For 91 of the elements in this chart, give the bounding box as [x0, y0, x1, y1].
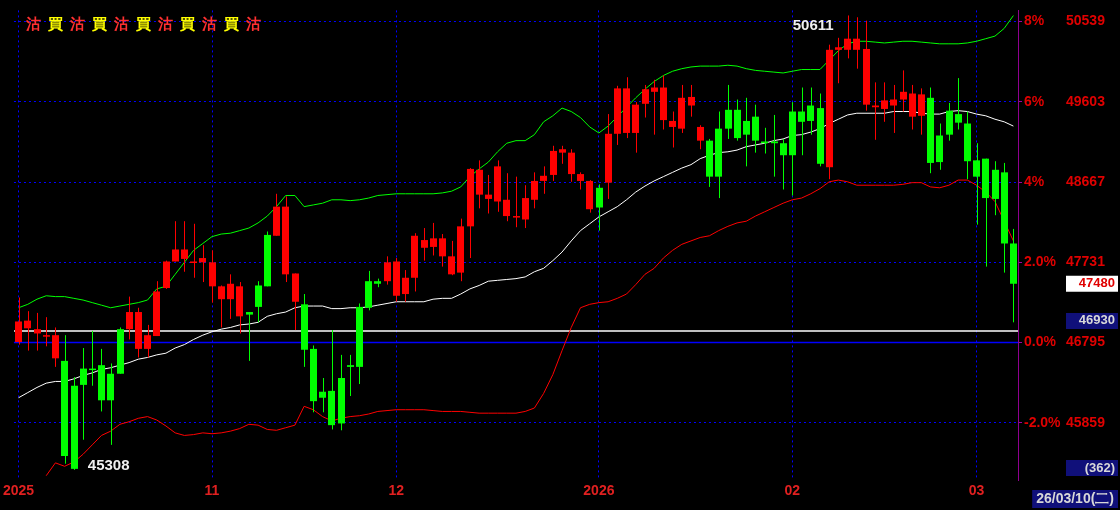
annotation: 沽	[245, 14, 262, 32]
y2-tick-label: 2.0%	[1024, 253, 1057, 270]
annotation: 買	[179, 14, 196, 32]
candlestick	[126, 296, 133, 340]
candlestick	[24, 310, 31, 352]
candlestick	[255, 280, 262, 323]
candlestick	[144, 324, 151, 358]
candlestick	[209, 249, 216, 304]
candlestick	[384, 255, 391, 286]
candlestick	[568, 148, 575, 183]
text: (362)	[1084, 459, 1115, 475]
x-tick-label: 12	[388, 482, 405, 499]
candlestick	[347, 354, 354, 397]
candlestick	[172, 220, 179, 262]
candlestick	[190, 223, 197, 279]
candlestick	[80, 347, 87, 441]
annotation: 買	[47, 14, 64, 32]
y2-tick-label: 6%	[1024, 92, 1045, 109]
candlestick	[780, 138, 787, 190]
candlestick	[890, 84, 897, 134]
annotation: 沽	[113, 14, 130, 32]
candlestick	[448, 240, 455, 276]
annotation: 買	[91, 14, 108, 32]
candlestick	[421, 227, 428, 262]
candlestick	[513, 176, 520, 228]
annotation: 買	[135, 14, 152, 32]
x-tick-label: 2026	[583, 482, 615, 499]
candlestick	[642, 84, 649, 119]
candlestick	[199, 244, 206, 283]
y2-tick-label: 4%	[1024, 172, 1045, 189]
x-tick-label: 03	[968, 482, 985, 499]
candlestick	[881, 81, 888, 123]
annotation: 沽	[201, 14, 218, 32]
candlestick	[319, 377, 326, 413]
y-tick-label: 45859	[1066, 413, 1106, 430]
annotation: 50611	[792, 15, 834, 33]
candlestick	[52, 326, 59, 368]
candlestick	[946, 102, 953, 142]
x-tick-label: 2025	[2, 482, 35, 499]
candlestick	[909, 84, 916, 131]
y2-tick-label: 8%	[1024, 12, 1045, 29]
text: 26/03/10(二)	[1036, 489, 1114, 506]
y-tick-label: 50539	[1066, 12, 1106, 29]
candlestick	[181, 220, 188, 273]
candlestick	[246, 311, 253, 362]
candlestick	[485, 174, 492, 214]
candlestick	[218, 284, 225, 328]
x-tick-label: 11	[204, 482, 220, 499]
annotation: 沽	[25, 14, 42, 32]
y-tick-label: 46795	[1066, 333, 1106, 350]
candlestick	[697, 124, 704, 150]
candlestick	[853, 16, 860, 70]
y2-tick-label: 0.0%	[1024, 333, 1057, 350]
candlestick	[540, 165, 547, 195]
candlestick	[402, 269, 409, 303]
y-tick-label: 49603	[1066, 92, 1106, 109]
candlestick	[725, 84, 732, 140]
ref-line-label: 46930	[1078, 312, 1115, 328]
candlestick	[752, 104, 759, 154]
candlestick	[550, 145, 557, 182]
annotation: 45308	[87, 456, 130, 474]
candlestick	[900, 69, 907, 113]
candlestick	[503, 172, 510, 222]
candlestick	[439, 233, 446, 268]
candlestick	[835, 37, 842, 84]
candlestick	[918, 87, 925, 136]
annotation: 買	[223, 14, 240, 32]
candlestick	[522, 184, 529, 229]
candlestick	[651, 79, 658, 136]
candlestick	[531, 171, 538, 209]
y-tick-label: 47731	[1066, 253, 1106, 270]
candlestick	[15, 296, 22, 346]
candlestick	[34, 312, 41, 352]
candlestick	[844, 14, 851, 59]
candlestick	[688, 84, 695, 118]
candlestick	[955, 77, 962, 131]
candlestick	[973, 142, 980, 226]
text: 47480	[1078, 275, 1115, 291]
candlestick	[807, 87, 814, 136]
y2-tick-label: -2.0%	[1024, 413, 1062, 430]
annotation: 沽	[157, 14, 174, 32]
candlestick	[798, 87, 805, 156]
annotation: 沽	[69, 14, 86, 32]
candlestick	[596, 183, 603, 232]
candlestick	[43, 316, 50, 347]
y-tick-label: 48667	[1066, 172, 1106, 189]
candlestick	[743, 97, 750, 167]
candlestick	[669, 111, 676, 149]
candlestick	[227, 273, 234, 320]
candlestick	[430, 222, 437, 256]
x-tick-label: 02	[784, 482, 801, 499]
